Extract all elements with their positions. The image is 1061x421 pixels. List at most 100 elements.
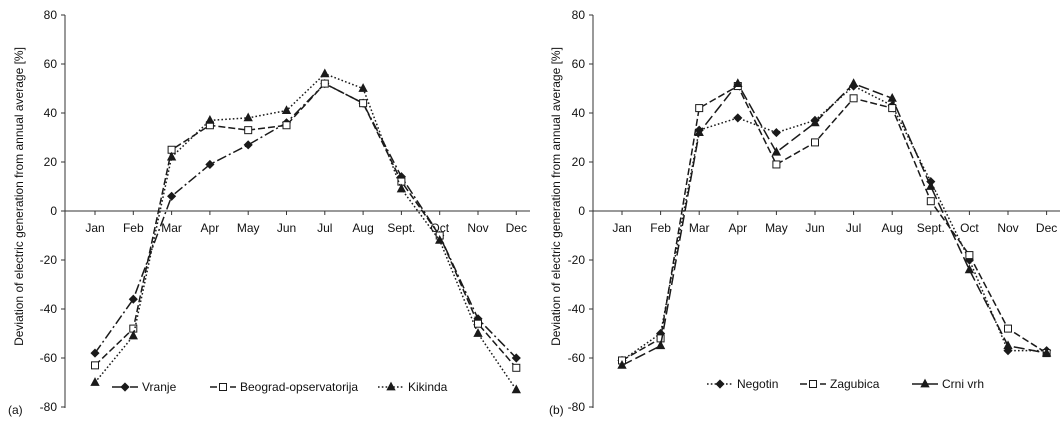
data-point-zagubica bbox=[811, 138, 819, 147]
data-point-crni-vrh bbox=[733, 78, 743, 87]
data-point-kikinda bbox=[166, 151, 177, 161]
data-point-negotin bbox=[733, 113, 743, 123]
data-point-crni-vrh bbox=[848, 78, 859, 87]
x-tick-label-a: Aug bbox=[352, 221, 373, 235]
x-tick-label-b: Jun bbox=[805, 221, 824, 235]
data-point-crni-vrh bbox=[617, 360, 627, 369]
data-point-vranje bbox=[90, 348, 100, 358]
y-tick-label-a: -20 bbox=[40, 253, 58, 267]
data-point-kikinda bbox=[205, 114, 215, 124]
series-line-negotin bbox=[621, 85, 1047, 362]
legend-label-beograd-opservatorija: Beograd-opservatorija bbox=[240, 380, 358, 394]
legend-marker-vranje bbox=[120, 382, 130, 392]
x-tick-label-b: May bbox=[765, 221, 788, 235]
data-point-beograd-opservatorija bbox=[244, 126, 253, 135]
data-point-zagubica bbox=[1004, 324, 1012, 333]
data-point-kikinda bbox=[320, 68, 330, 78]
chart-panel-a: -80 -60 -40 -20 0 20 40 60 80 Jan Feb Mar Apr May Jun J… bbox=[8, 8, 530, 417]
legend-marker-zagubica bbox=[809, 380, 817, 388]
x-tick-label-b: Sept. bbox=[917, 221, 945, 235]
series-line-kikinda bbox=[94, 72, 517, 391]
data-point-vranje bbox=[243, 140, 253, 150]
data-point-zagubica bbox=[772, 160, 781, 169]
data-point-zagubica bbox=[849, 94, 858, 103]
panel-label-b: (b) bbox=[549, 403, 564, 417]
y-tick-label-b: 60 bbox=[572, 57, 586, 71]
y-tick-label-b: 0 bbox=[578, 204, 585, 218]
data-point-crni-vrh bbox=[926, 181, 936, 190]
x-tick-label-a: Jan bbox=[85, 221, 104, 235]
data-point-crni-vrh bbox=[694, 127, 704, 137]
y-axis-title-a: Deviation of electric generation from an… bbox=[12, 47, 26, 346]
data-point-kikinda bbox=[473, 328, 483, 337]
data-point-beograd-opservatorija bbox=[359, 99, 368, 108]
y-tick-label-b: -80 bbox=[568, 400, 586, 414]
x-tick-label-b: Jul bbox=[846, 221, 861, 235]
data-point-beograd-opservatorija bbox=[320, 79, 329, 88]
series-line-vranje bbox=[94, 82, 517, 359]
y-tick-label-b: 40 bbox=[572, 106, 586, 120]
data-point-crni-vrh bbox=[887, 92, 897, 102]
x-tick-label-a: Sept. bbox=[387, 221, 415, 235]
data-point-crni-vrh bbox=[1003, 340, 1013, 350]
x-tick-label-b: Feb bbox=[650, 221, 671, 235]
data-point-beograd-opservatorija bbox=[512, 363, 521, 372]
data-point-kikinda bbox=[281, 105, 292, 114]
data-point-crni-vrh bbox=[964, 264, 975, 274]
y-tick-label-a: -60 bbox=[40, 351, 58, 365]
series-line-zagubica bbox=[621, 85, 1048, 362]
x-tick-label-a: Jun bbox=[277, 221, 296, 235]
data-point-crni-vrh bbox=[810, 117, 820, 127]
x-tick-label-a: Mar bbox=[161, 221, 182, 235]
data-point-crni-vrh bbox=[771, 146, 782, 156]
y-tick-label-a: 60 bbox=[44, 57, 58, 71]
x-tick-label-a: Apr bbox=[201, 221, 220, 235]
data-point-zagubica bbox=[695, 104, 704, 113]
legend-label-vranje: Vranje bbox=[142, 380, 177, 394]
legend-label-kikinda: Kikinda bbox=[408, 380, 448, 394]
legend-marker-kikinda bbox=[386, 381, 396, 391]
y-tick-label-b: -60 bbox=[568, 351, 586, 365]
data-point-beograd-opservatorija bbox=[91, 361, 99, 370]
y-tick-label-a: 0 bbox=[50, 204, 57, 218]
x-tick-label-b: Nov bbox=[997, 221, 1018, 235]
data-point-beograd-opservatorija bbox=[282, 121, 291, 130]
data-point-vranje bbox=[167, 191, 177, 201]
data-point-beograd-opservatorija bbox=[474, 319, 482, 328]
x-tick-label-a: Nov bbox=[467, 221, 488, 235]
x-tick-label-b: Dec bbox=[1036, 221, 1057, 235]
x-tick-label-a: May bbox=[237, 221, 260, 235]
x-tick-label-b: Mar bbox=[689, 221, 710, 235]
data-point-kikinda bbox=[511, 384, 521, 394]
y-tick-label-a: 40 bbox=[44, 106, 58, 120]
legend-marker-beograd-opservatorija bbox=[219, 383, 227, 391]
y-tick-label-a: -80 bbox=[40, 400, 58, 414]
x-tick-label-b: Aug bbox=[882, 221, 903, 235]
y-tick-label-a: 80 bbox=[44, 8, 58, 22]
legend-label-crni-vrh: Crni vrh bbox=[942, 377, 984, 391]
data-point-kikinda bbox=[396, 183, 407, 193]
y-tick-label-a: -40 bbox=[40, 302, 58, 316]
legend-marker-crni-vrh bbox=[920, 378, 930, 388]
data-point-kikinda bbox=[128, 330, 138, 340]
x-tick-label-a: Feb bbox=[123, 221, 144, 235]
chart-panel-b: -80 -60 -40 -20 0 20 40 60 80 Jan Feb Mar Apr May Jun J… bbox=[549, 8, 1060, 417]
x-tick-label-a: Oct bbox=[430, 221, 449, 235]
y-tick-label-b: -40 bbox=[568, 302, 586, 316]
data-point-negotin bbox=[771, 128, 781, 138]
data-point-crni-vrh bbox=[1041, 347, 1052, 357]
series-line-beograd-opservatorija bbox=[94, 82, 517, 369]
y-tick-label-b: -20 bbox=[568, 253, 586, 267]
data-point-vranje bbox=[511, 353, 521, 363]
data-point-vranje bbox=[205, 159, 215, 170]
x-tick-label-b: Apr bbox=[728, 221, 747, 235]
data-point-zagubica bbox=[926, 197, 935, 206]
data-point-kikinda bbox=[358, 83, 368, 92]
data-point-crni-vrh bbox=[655, 340, 666, 350]
data-point-zagubica bbox=[888, 104, 897, 113]
legend-marker-negotin bbox=[715, 379, 725, 389]
x-tick-label-b: Jan bbox=[612, 221, 631, 235]
x-tick-label-a: Dec bbox=[506, 221, 527, 235]
series-line-crni-vrh bbox=[621, 82, 1047, 367]
